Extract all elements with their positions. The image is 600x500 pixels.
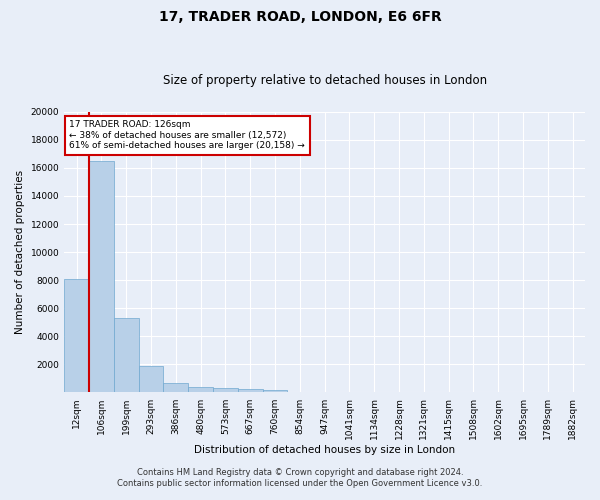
Y-axis label: Number of detached properties: Number of detached properties: [15, 170, 25, 334]
Bar: [64, 279, 89, 392]
Bar: [238, 389, 263, 392]
Bar: [188, 387, 213, 392]
Text: 17, TRADER ROAD, LONDON, E6 6FR: 17, TRADER ROAD, LONDON, E6 6FR: [158, 10, 442, 24]
X-axis label: Distribution of detached houses by size in London: Distribution of detached houses by size …: [194, 445, 455, 455]
Bar: [89, 161, 114, 392]
Bar: [163, 382, 188, 392]
Bar: [139, 366, 163, 392]
Bar: [263, 390, 287, 392]
Text: Contains HM Land Registry data © Crown copyright and database right 2024.
Contai: Contains HM Land Registry data © Crown c…: [118, 468, 482, 487]
Title: Size of property relative to detached houses in London: Size of property relative to detached ho…: [163, 74, 487, 87]
Text: 17 TRADER ROAD: 126sqm
← 38% of detached houses are smaller (12,572)
61% of semi: 17 TRADER ROAD: 126sqm ← 38% of detached…: [70, 120, 305, 150]
Bar: [213, 388, 238, 392]
Bar: [114, 318, 139, 392]
